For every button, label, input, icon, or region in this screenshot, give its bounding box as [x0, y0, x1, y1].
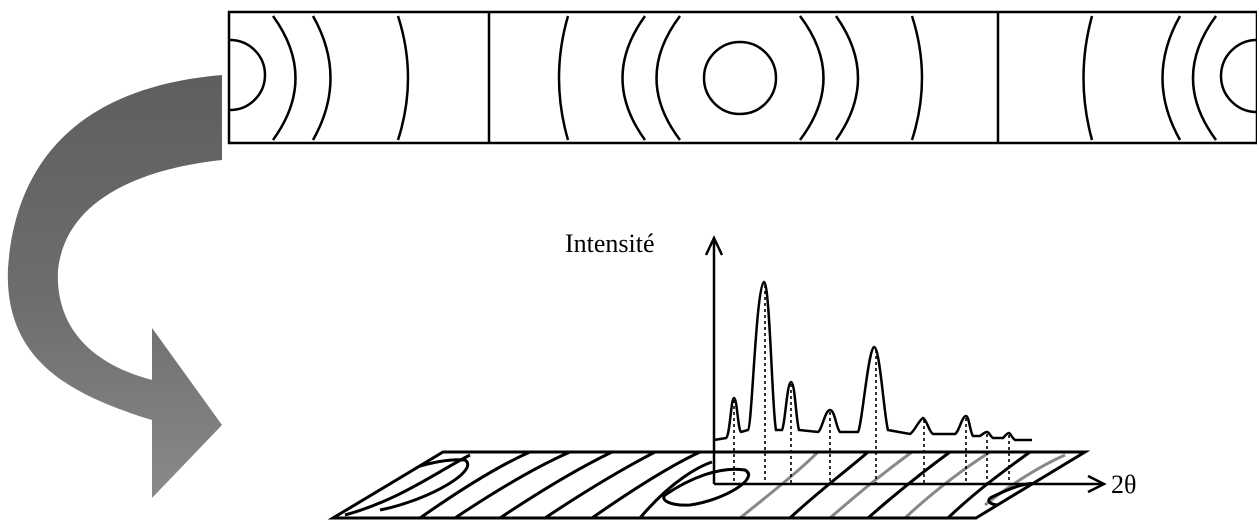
ring-arc-left-1 — [229, 38, 267, 112]
ring-arc-right-1 — [1219, 38, 1257, 114]
ring-arc-right-4 — [1082, 15, 1094, 141]
fringe-4 — [454, 452, 571, 518]
x-axis-label: 2θ — [1111, 470, 1136, 499]
film-strip — [227, 10, 1257, 145]
ring-arc-left-2 — [271, 15, 297, 141]
plane-border — [327, 450, 1091, 520]
ring-center-circle — [702, 40, 778, 116]
ring-arc-right-2 — [1191, 15, 1218, 141]
fringe-8 — [638, 460, 713, 518]
perspective-plane — [327, 450, 1091, 520]
ring-arc-center-right-3 — [799, 15, 825, 141]
ring-arc-center-right-2 — [834, 15, 860, 141]
ring-arc-center-right-1 — [910, 15, 924, 141]
ring-arc-center-left-1 — [557, 15, 570, 141]
ring-arc-center-left-2 — [621, 15, 647, 141]
diffractogram: Intensité 2θ — [565, 229, 1136, 499]
fringe-15 — [984, 453, 1066, 507]
x-axis-arrowhead — [1087, 474, 1107, 494]
ring-arc-left-3 — [311, 15, 332, 141]
fringe-3 — [419, 452, 531, 518]
intensity-curve — [713, 280, 1032, 442]
ring-arc-left-4 — [396, 15, 410, 141]
fringe-2 — [354, 458, 469, 512]
transfer-arrow — [7, 75, 223, 498]
fringe-14 — [946, 452, 1031, 518]
fringe-center — [662, 467, 750, 507]
fringe-11 — [829, 452, 913, 518]
fringe-12 — [867, 452, 951, 518]
fringe-9 — [739, 452, 820, 518]
ring-arc-right-3 — [1161, 15, 1182, 141]
y-axis-label: Intensité — [565, 229, 655, 258]
y-axis-arrowhead — [704, 235, 724, 256]
fringe-7 — [591, 452, 701, 518]
fringe-13 — [903, 452, 991, 518]
ring-arc-center-left-3 — [655, 15, 681, 141]
fringe-10 — [788, 452, 869, 518]
curved-arrow-shape — [7, 75, 223, 498]
fringe-5 — [499, 452, 613, 518]
fringe-6 — [544, 452, 656, 518]
fringe-1 — [344, 453, 471, 517]
film-strip-border — [227, 10, 1257, 145]
